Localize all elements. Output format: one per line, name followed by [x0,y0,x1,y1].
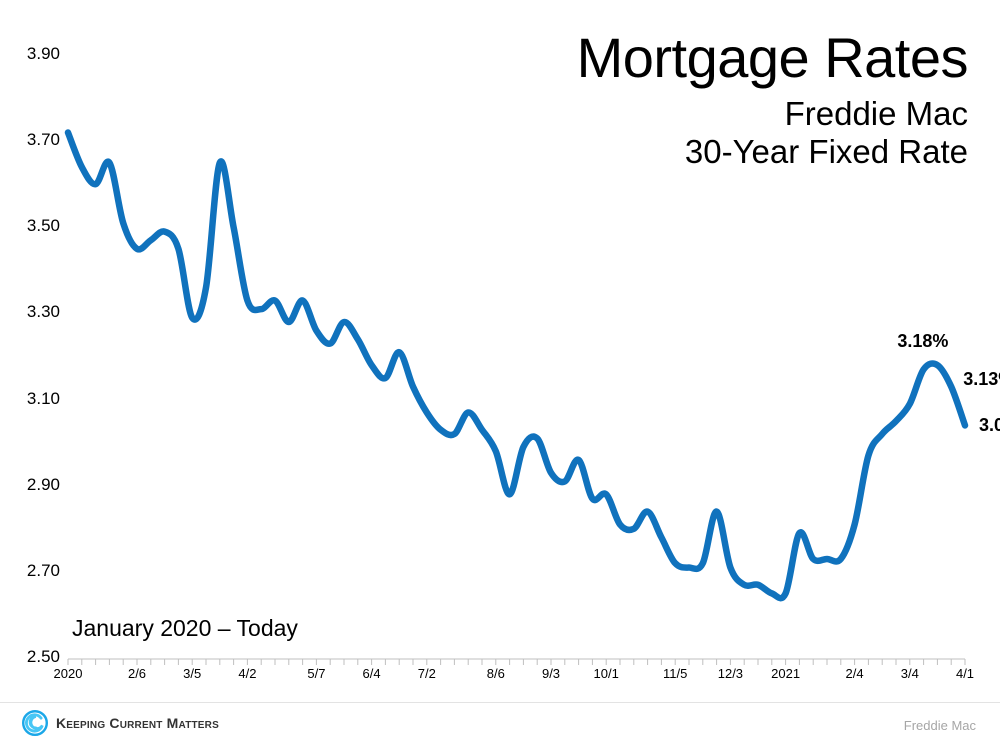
y-axis-labels: 3.90 3.70 3.50 3.30 3.10 2.90 2.70 2.50 [14,0,60,750]
page-title: Mortgage Rates [576,26,969,89]
x-axis-tick-label: 7/2 [417,666,436,681]
title-block: Mortgage Rates Freddie Mac 30-Year Fixed… [576,26,969,170]
date-range-caption: January 2020 – Today [72,615,298,641]
chart-subtitle-product: 30-Year Fixed Rate [684,133,968,170]
x-axis-labels: 2020 2/6 3/5 4/2 5/7 6/4 7/2 8/6 9/3 10/1 11/5 12/3… [0,666,1000,688]
x-axis-tick-label: 3/4 [900,666,919,681]
y-axis-tick-label: 3.90 [26,44,60,63]
x-axis-tick-label: 4/2 [238,666,257,681]
y-axis-tick-label: 2.50 [26,647,60,666]
x-axis-tick-label: 8/6 [486,666,505,681]
axis-group [67,658,966,665]
data-point-label: 3.13% [963,368,1000,389]
x-axis-tick-label: 10/1 [593,666,619,681]
y-axis-tick-label: 3.70 [26,130,60,150]
y-axis-tick-label: 3.10 [26,388,60,408]
y-axis-tick-label: 3.30 [26,302,60,322]
data-series-line [64,129,969,602]
x-axis-tick-label: 2021 [771,666,801,681]
y-axis-tick-label: 2.70 [26,560,60,580]
x-axis-tick-label: 2/6 [127,666,147,681]
chart-subtitle-source: Freddie Mac [784,95,968,132]
data-point-label: 3.04% [979,415,1000,436]
y-axis-tick-label: 3.50 [26,216,60,236]
x-axis-tick-label: 4/1 [955,666,975,681]
source-credit: Freddie Mac [903,718,976,733]
x-axis-tick-label: 2020 [53,666,83,681]
x-axis-tick-label: 3/5 [183,666,202,681]
footer-divider [0,702,1000,703]
x-axis-tick-label: 9/3 [541,666,561,681]
x-axis-tick-label: 5/7 [307,666,326,681]
y-axis-tick-label: 2.90 [26,474,60,494]
brand-block: Keeping Current Matters [22,710,219,736]
x-axis-tick-label: 2/4 [845,666,864,681]
data-point-label: 3.18% [897,331,949,352]
spiral-circle-logo-icon [22,710,48,736]
x-axis-tick-label: 6/4 [362,666,381,681]
x-axis-tick-label: 11/5 [663,666,688,681]
x-axis-tick-label: 12/3 [717,666,744,681]
footer: Keeping Current Matters Freddie Mac [0,702,1000,750]
brand-name: Keeping Current Matters [56,715,219,731]
